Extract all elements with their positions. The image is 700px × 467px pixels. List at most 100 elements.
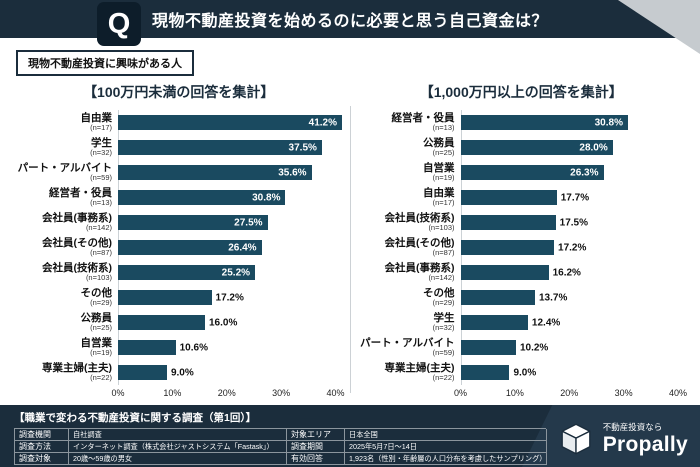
category-name: 専業主婦(主夫) <box>42 362 112 375</box>
survey-value: 2025年5月7日〜14日 <box>345 441 547 453</box>
survey-value: インターネット調査（株式会社ジャストシステム「Fastask」） <box>69 441 287 453</box>
axis-tick: 20% <box>560 388 579 398</box>
bar <box>460 290 535 305</box>
bar-track: 17.5% <box>460 215 679 230</box>
category-label: その他 (n=29) <box>14 287 118 307</box>
survey-value: 1,923名（性別・年齢層の人口分布を考慮したサンプリング） <box>345 453 547 465</box>
bar-row: 学生 (n=32) 37.5% <box>14 135 344 160</box>
bar <box>118 115 343 130</box>
value-label: 9.0% <box>513 367 537 378</box>
category-label: 会社員(技術系) (n=103) <box>357 212 461 232</box>
category-label: 専業主婦(主夫) (n=22) <box>14 362 118 382</box>
chart-divider <box>349 106 351 393</box>
bar <box>118 190 286 205</box>
category-label: 会社員(その他) (n=87) <box>14 237 118 257</box>
value-label: 17.5% <box>559 217 589 228</box>
value-label: 17.2% <box>215 292 244 303</box>
chart-title: 【1,000万円以上の回答を集計】 <box>419 84 623 100</box>
header: Q 現物不動産投資を始めるのに必要と思う自己資金は？ <box>0 0 700 46</box>
sample-size: (n=32) <box>432 323 455 333</box>
category-name: パート・アルバイト <box>360 337 455 350</box>
axis-tick: 10% <box>163 388 182 398</box>
sample-size: (n=87) <box>90 248 112 258</box>
bar <box>118 240 262 255</box>
category-label: 自由業 (n=17) <box>14 112 118 132</box>
sample-size: (n=25) <box>90 323 112 333</box>
sample-size: (n=87) <box>432 248 455 258</box>
bar <box>118 315 205 330</box>
sample-size: (n=59) <box>90 173 112 183</box>
bar-track: 26.3% <box>460 165 679 180</box>
value-label: 12.4% <box>531 317 561 328</box>
bar <box>118 365 167 380</box>
bar-rows: 自由業 (n=17) 41.2% 学生 (n=32) 37.5% パート・アルバイト (n=5… <box>14 110 344 385</box>
value-label: 37.5% <box>288 142 317 153</box>
category-name: 自由業 <box>423 187 455 200</box>
bar-track: 12.4% <box>460 315 679 330</box>
category-name: 公務員 <box>80 312 113 325</box>
value-label: 30.8% <box>252 192 281 203</box>
bar-row: 自営業 (n=19) 10.6% <box>14 335 344 360</box>
bar-row: 経営者・役員 (n=13) 30.8% <box>14 185 344 210</box>
category-label: 学生 (n=32) <box>357 312 461 332</box>
value-label: 30.8% <box>594 117 623 128</box>
value-label: 26.3% <box>570 167 599 178</box>
category-label: 公務員 (n=25) <box>14 312 118 332</box>
bar-track: 37.5% <box>118 140 336 155</box>
charts-container: 【100万円未満の回答を集計】 自由業 (n=17) 41.2% 学生 (n=32) 37… <box>0 80 700 401</box>
bar <box>460 140 613 155</box>
sample-size: (n=25) <box>432 148 455 158</box>
x-axis: 0% 10% 20% 30% 40% <box>454 388 687 401</box>
logo-tagline: 不動産投資なら <box>602 422 663 433</box>
sample-size: (n=32) <box>90 148 112 158</box>
bar-row: 専業主婦(主夫) (n=22) 9.0% <box>357 360 687 385</box>
axis-tick: 30% <box>614 388 633 398</box>
value-label: 13.7% <box>538 292 568 303</box>
axis-tick: 0% <box>111 388 125 398</box>
sample-size: (n=17) <box>90 123 112 133</box>
logo-name: Propally <box>602 432 688 456</box>
bar-row: その他 (n=29) 13.7% <box>357 285 687 310</box>
category-label: パート・アルバイト (n=59) <box>357 337 461 357</box>
value-label: 26.4% <box>228 242 257 253</box>
bar-row: 公務員 (n=25) 28.0% <box>357 135 687 160</box>
category-name: パート・アルバイト <box>17 162 112 175</box>
value-label: 17.7% <box>560 192 590 203</box>
category-name: 自営業 <box>423 162 455 175</box>
bar-track: 27.5% <box>118 215 336 230</box>
bar <box>118 165 312 180</box>
bar-track: 17.2% <box>460 240 679 255</box>
value-label: 17.2% <box>558 242 587 253</box>
chart-over-10m-yen: 【1,000万円以上の回答を集計】 経営者・役員 (n=13) 30.8% 公務員 (n… <box>351 80 693 401</box>
bar-track: 30.8% <box>118 190 336 205</box>
sample-size: (n=19) <box>432 173 455 183</box>
axis-tick: 40% <box>326 388 345 398</box>
category-name: 経営者・役員 <box>391 112 455 125</box>
propally-box-icon <box>561 423 591 455</box>
bar <box>460 265 549 280</box>
category-label: 経営者・役員 (n=13) <box>14 187 118 207</box>
bar <box>118 265 256 280</box>
footer-accent-band <box>522 405 700 467</box>
value-label: 27.5% <box>234 217 263 228</box>
value-label: 25.2% <box>221 267 251 278</box>
sample-size: (n=17) <box>432 198 455 208</box>
bar-row: 自営業 (n=19) 26.3% <box>357 160 687 185</box>
chart-under-1m-yen: 【100万円未満の回答を集計】 自由業 (n=17) 41.2% 学生 (n=32) 37… <box>8 80 350 401</box>
axis-tick: 0% <box>453 388 468 398</box>
bar-track: 10.6% <box>118 340 336 355</box>
category-label: パート・アルバイト (n=59) <box>14 162 118 182</box>
category-label: 会社員(事務系) (n=142) <box>357 262 461 282</box>
bar-track: 16.2% <box>460 265 679 280</box>
bar <box>460 315 528 330</box>
category-name: 自営業 <box>80 337 113 350</box>
value-label: 28.0% <box>579 142 608 153</box>
category-name: 会社員(技術系) <box>42 262 112 275</box>
bar <box>460 240 555 255</box>
category-name: 会社員(その他) <box>42 237 112 250</box>
bar-rows: 経営者・役員 (n=13) 30.8% 公務員 (n=25) 28.0% 自営業 (n=19)… <box>357 110 687 385</box>
category-name: 学生 <box>433 312 455 325</box>
bar-row: 会社員(事務系) (n=142) 27.5% <box>14 210 344 235</box>
category-label: 会社員(事務系) (n=142) <box>14 212 118 232</box>
